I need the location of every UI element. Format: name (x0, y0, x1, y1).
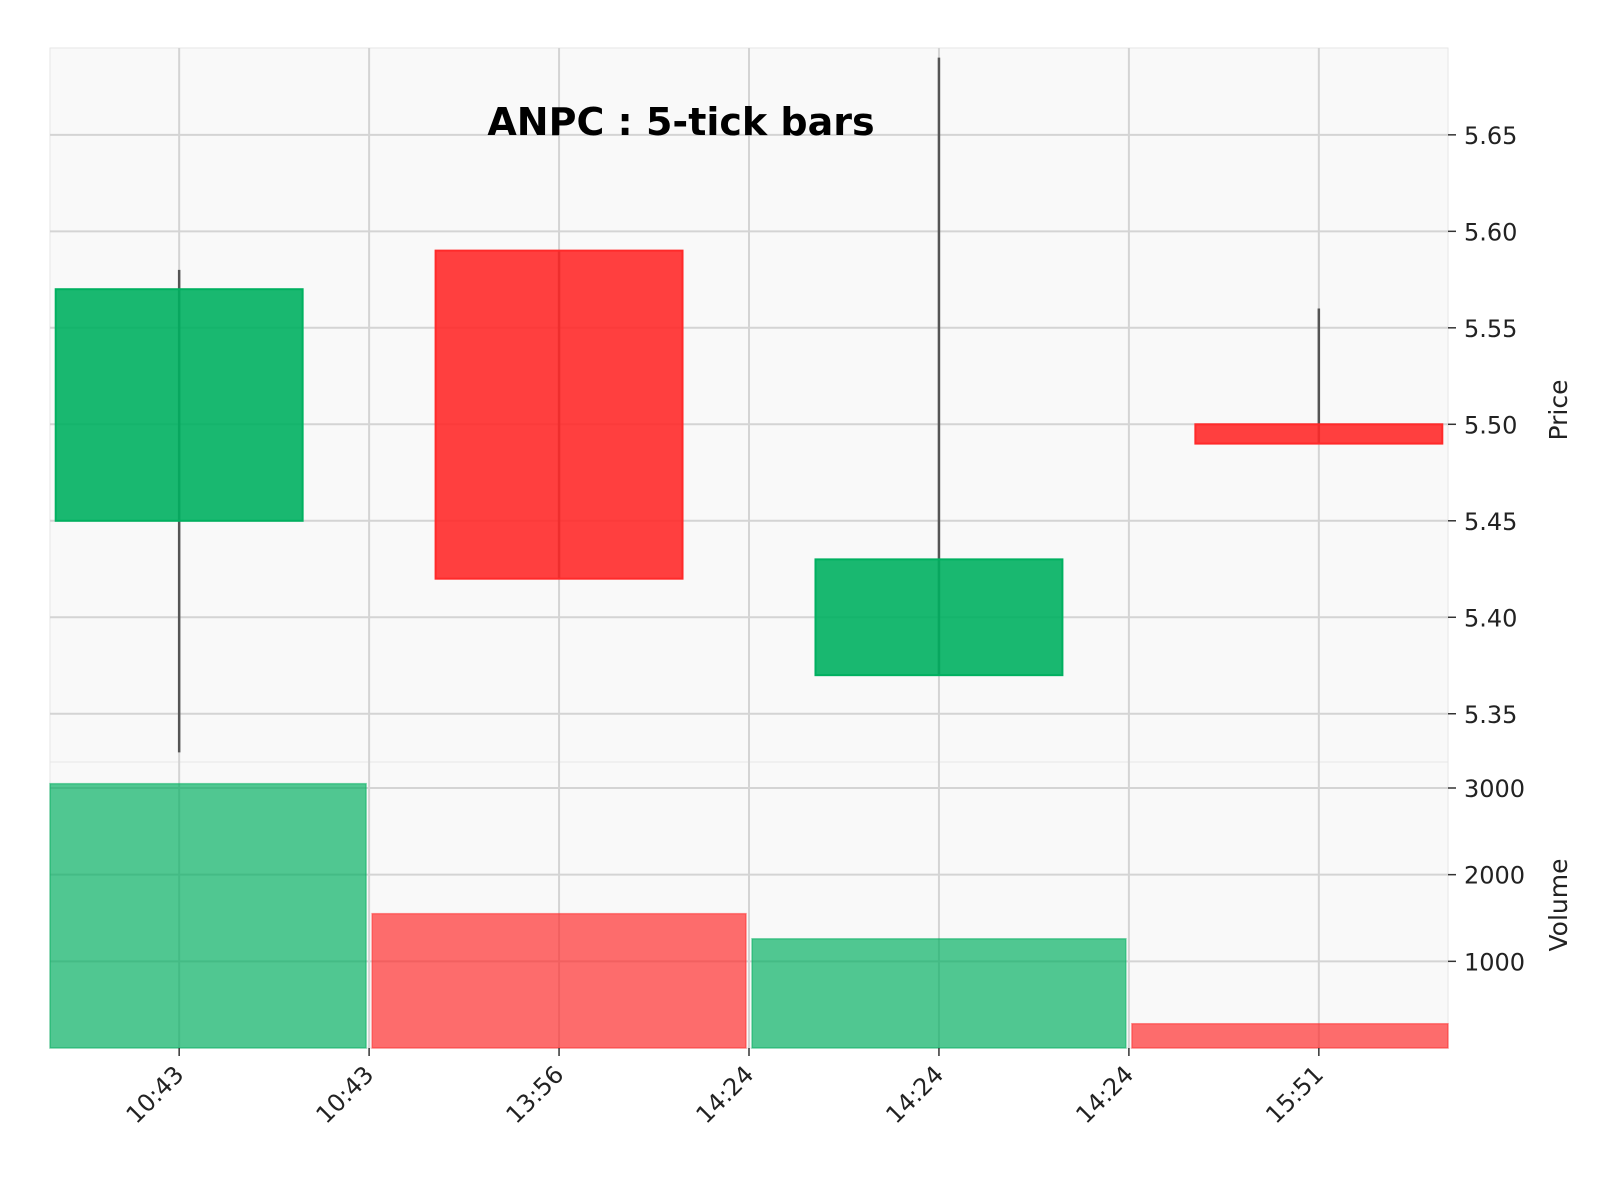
candle-body (434, 249, 684, 580)
price-tick-label: 5.65 (1464, 122, 1517, 150)
candle-body (54, 288, 304, 522)
price-tick-label: 5.60 (1464, 218, 1517, 246)
candle-body (1194, 423, 1444, 445)
x-tick-label: 13:56 (501, 1060, 570, 1129)
x-tick-label: 15:51 (1260, 1060, 1329, 1129)
volume-axis-label: Volume (1544, 859, 1573, 952)
volume-tick-label: 1000 (1464, 948, 1525, 976)
candle-body (814, 558, 1064, 677)
price-tick-label: 5.50 (1464, 411, 1517, 439)
volume-bar (751, 938, 1127, 1049)
volume-bar (371, 912, 747, 1049)
price-tick-label: 5.35 (1464, 701, 1517, 729)
price-tick-label: 5.45 (1464, 508, 1517, 536)
price-tick-label: 5.40 (1464, 604, 1517, 632)
x-tick-label: 14:24 (1070, 1060, 1139, 1129)
volume-bars (49, 782, 1449, 1049)
chart-title: ANPC : 5-tick bars (487, 100, 874, 144)
volume-bar (1131, 1022, 1449, 1049)
volume-tick-label: 2000 (1464, 862, 1525, 890)
volume-bar (49, 782, 367, 1049)
x-tick-label: 10:43 (311, 1060, 380, 1129)
x-tick-label: 14:24 (691, 1060, 760, 1129)
x-tick-label: 14:24 (880, 1060, 949, 1129)
price-axis-label: Price (1544, 380, 1573, 441)
price-tick-label: 5.55 (1464, 315, 1517, 343)
volume-tick-label: 3000 (1464, 775, 1525, 803)
candles (54, 57, 1444, 753)
x-tick-label: 10:43 (121, 1060, 190, 1129)
